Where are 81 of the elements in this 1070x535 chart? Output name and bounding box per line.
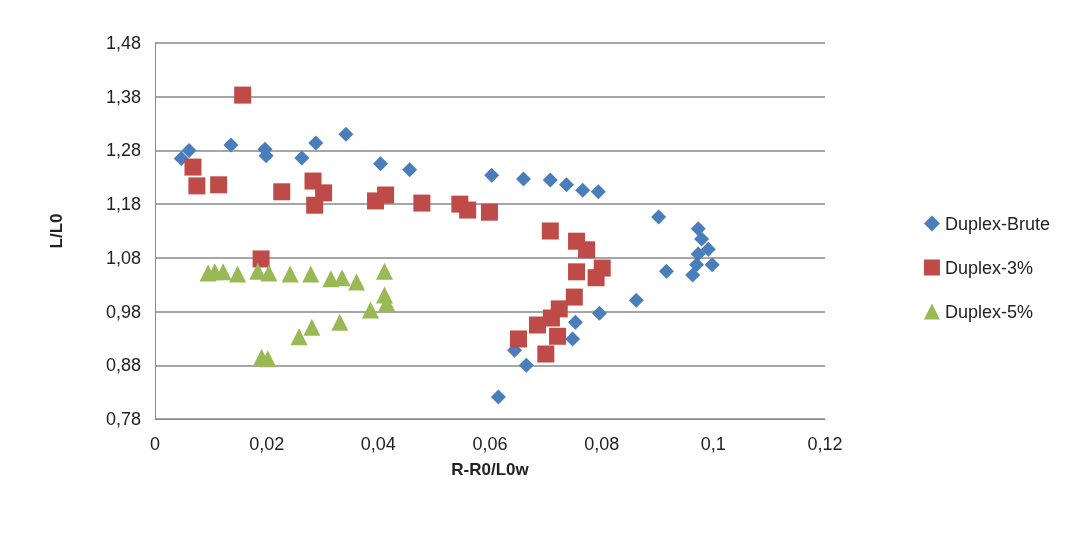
point [658, 263, 674, 279]
x-tick-label: 0,1 [700, 434, 726, 454]
point [537, 345, 555, 363]
point [690, 221, 706, 237]
legend-label: Duplex-Brute [944, 213, 1050, 234]
y-tick-label: 0,78 [105, 409, 141, 429]
point [628, 292, 644, 308]
point [281, 265, 299, 283]
x-axis-title: R-R0/L0w [451, 460, 530, 479]
point [252, 250, 270, 268]
point [567, 314, 583, 330]
legend-label: Duplex-5% [944, 301, 1033, 322]
point [484, 167, 500, 183]
point [223, 137, 239, 153]
x-tick-label: 0,06 [472, 434, 508, 454]
point [210, 176, 228, 194]
point [348, 273, 366, 291]
point [260, 264, 278, 282]
point [518, 357, 534, 373]
point [490, 389, 506, 405]
point [685, 267, 701, 283]
point [373, 156, 389, 172]
point [303, 318, 321, 336]
point [362, 301, 380, 319]
point [587, 269, 605, 287]
y-tick-label: 1,28 [105, 140, 141, 161]
point [590, 184, 606, 200]
point [181, 142, 197, 158]
point [173, 150, 189, 166]
y-axis-title: L/L0 [47, 213, 66, 249]
point [188, 177, 206, 195]
point [690, 246, 706, 262]
point [214, 263, 232, 281]
y-tick-label: 1,38 [105, 86, 141, 107]
point [558, 177, 574, 193]
point [542, 172, 558, 188]
point [480, 203, 498, 221]
point [575, 182, 591, 198]
legend-label: Duplex-3% [944, 257, 1033, 278]
point [338, 126, 354, 142]
point [541, 222, 559, 240]
point [290, 328, 308, 346]
point [273, 183, 291, 201]
point [689, 257, 705, 273]
x-tick-label: 0,08 [584, 434, 620, 454]
point [549, 327, 567, 345]
y-tick-label: 1,18 [105, 194, 141, 215]
y-tick-label: 0,98 [105, 301, 141, 322]
point [413, 194, 431, 212]
point [565, 288, 583, 306]
point [234, 86, 252, 104]
point [516, 171, 531, 187]
point [184, 158, 202, 176]
point [229, 265, 247, 283]
x-tick-label: 0 [149, 434, 161, 454]
point [402, 162, 418, 178]
point [568, 263, 586, 281]
point [302, 265, 320, 283]
point [651, 209, 667, 225]
point [694, 231, 710, 247]
y-tick-label: 0,88 [105, 355, 141, 376]
y-tick-label: 1,08 [105, 247, 141, 268]
point [375, 262, 393, 280]
point [591, 305, 607, 321]
point [509, 330, 527, 348]
point [294, 150, 310, 166]
point [459, 201, 477, 219]
point [331, 313, 349, 331]
point [259, 350, 277, 368]
point [528, 316, 546, 334]
point [578, 241, 596, 259]
point [377, 186, 395, 204]
point [308, 135, 324, 151]
x-tick-label: 0,12 [807, 434, 843, 454]
y-tick-label: 1,48 [105, 33, 141, 53]
point [704, 257, 720, 273]
point [306, 196, 324, 214]
point [565, 331, 581, 347]
x-tick-label: 0,02 [249, 434, 285, 454]
x-tick-label: 0,04 [360, 434, 396, 454]
point [700, 241, 716, 257]
